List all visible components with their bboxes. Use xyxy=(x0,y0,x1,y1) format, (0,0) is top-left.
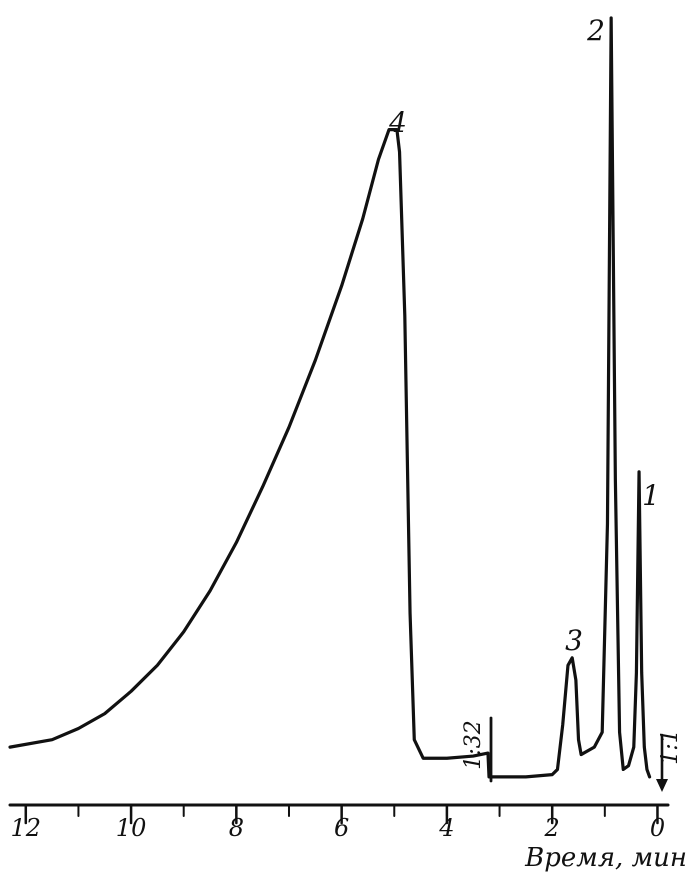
attenuation-label-1-32: 1:32 xyxy=(461,720,486,769)
peak-label-2: 2 xyxy=(586,14,605,47)
major-ticks-group xyxy=(24,803,659,825)
attenuation-label-1-1: 1:1 xyxy=(658,729,683,764)
x-tick-label-8: 8 xyxy=(229,814,244,842)
x-tick-label-10: 10 xyxy=(116,814,147,842)
x-tick-label-0: 0 xyxy=(650,814,665,842)
peak-labels-group: 1 2 3 4 xyxy=(388,14,660,657)
tick-labels-group: 12 10 8 6 4 2 0 xyxy=(11,814,666,842)
series-line-chromatogram xyxy=(8,16,652,779)
peak-label-3: 3 xyxy=(565,624,583,657)
range-change-arrow xyxy=(656,779,668,792)
annotation-group: 1:32 1:1 xyxy=(461,720,683,769)
peak-label-1: 1 xyxy=(642,479,660,512)
x-axis-label: Время, мин xyxy=(524,843,687,873)
plot-group xyxy=(8,16,668,792)
peak-label-4: 4 xyxy=(388,106,407,139)
x-tick-label-12: 12 xyxy=(11,814,42,842)
x-tick-label-6: 6 xyxy=(334,814,349,842)
x-tick-label-2: 2 xyxy=(544,814,560,842)
x-tick-label-4: 4 xyxy=(438,814,454,842)
x-axis-group: 12 10 8 6 4 2 0 Время, мин xyxy=(8,803,687,873)
